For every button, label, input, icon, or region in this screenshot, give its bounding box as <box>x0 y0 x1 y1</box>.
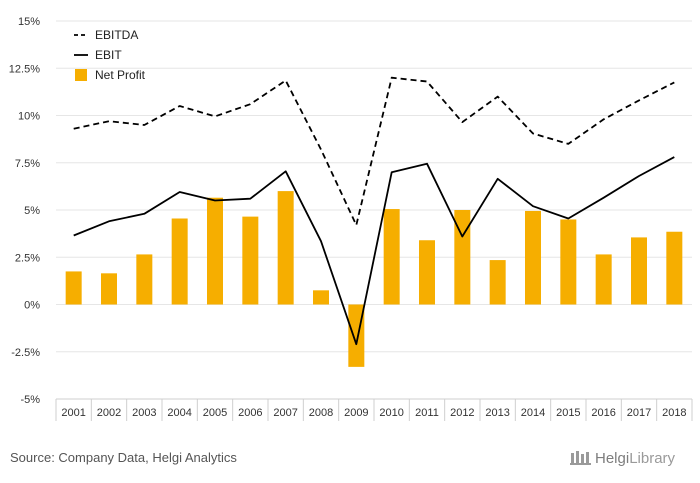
brand-name-helgi: Helgi <box>595 450 630 467</box>
bar-net-profit <box>419 240 435 305</box>
x-tick-label: 2007 <box>273 407 297 419</box>
bar-net-profit <box>277 191 294 305</box>
y-tick-label: -5% <box>20 394 40 406</box>
bar-net-profit <box>242 216 259 305</box>
bar-net-profit <box>313 290 329 305</box>
x-tick-label: 2001 <box>61 407 85 419</box>
x-tick-label: 2005 <box>203 407 227 419</box>
y-tick-label: 5% <box>24 205 40 217</box>
bar-net-profit <box>65 271 82 305</box>
x-tick-label: 2015 <box>556 407 580 419</box>
bar-net-profit <box>136 254 153 305</box>
x-tick-label: 2012 <box>450 407 474 419</box>
bar-net-profit <box>666 231 683 305</box>
y-tick-label: 0% <box>24 300 40 312</box>
x-tick-label: 2010 <box>379 407 403 419</box>
chart-svg: 15% 12.5% 10% 7.5% 5% 2.5% 0% -2.5% -5% 2001 2002 2… <box>9 16 693 421</box>
x-tick-label: 2013 <box>485 407 509 419</box>
y-tick-label: -2.5% <box>11 347 40 359</box>
x-tick-label: 2008 <box>309 407 333 419</box>
legend-label-ebitda: EBITDA <box>95 28 138 42</box>
line-ebitda <box>73 76 675 226</box>
bar-net-profit <box>383 209 400 305</box>
source-note: Source: Company Data, Helgi Analytics <box>10 450 237 465</box>
x-tick-label: 2014 <box>521 407 545 419</box>
y-tick-label: 10% <box>18 111 40 123</box>
bar-net-profit <box>631 237 647 305</box>
x-tick-label: 2016 <box>591 407 615 419</box>
bar-net-profit <box>171 218 188 305</box>
x-tick-label: 2017 <box>627 407 651 419</box>
y-tick-label: 2.5% <box>15 252 40 264</box>
line-ebit <box>73 156 675 346</box>
bar-net-profit <box>101 273 117 305</box>
x-tick-label: 2004 <box>167 407 191 419</box>
bar-net-profit <box>560 219 577 305</box>
legend-label-net-profit: Net Profit <box>95 68 146 82</box>
bar-net-profit <box>348 304 365 367</box>
bar-net-profit <box>207 197 223 305</box>
brand-logo: HelgiLibrary <box>570 449 675 469</box>
x-tick-label: 2002 <box>97 407 121 419</box>
x-tick-label: 2006 <box>238 407 262 419</box>
bar-net-profit <box>595 254 612 305</box>
legend-swatch-net-profit <box>75 69 87 81</box>
library-icon <box>570 449 592 469</box>
brand-name-library: Library <box>629 450 676 467</box>
x-tick-label: 2009 <box>344 407 368 419</box>
x-tick-label: 2003 <box>132 407 156 419</box>
x-tick-label: 2011 <box>415 407 439 419</box>
x-tick-label: 2018 <box>662 407 686 419</box>
legend-label-ebit: EBIT <box>95 48 122 62</box>
y-tick-label: 15% <box>18 16 40 28</box>
y-tick-label: 7.5% <box>15 158 40 170</box>
bar-net-profit <box>525 210 541 305</box>
bar-net-profit <box>454 210 471 305</box>
y-tick-label: 12.5% <box>9 63 40 75</box>
bar-net-profit <box>489 260 506 305</box>
